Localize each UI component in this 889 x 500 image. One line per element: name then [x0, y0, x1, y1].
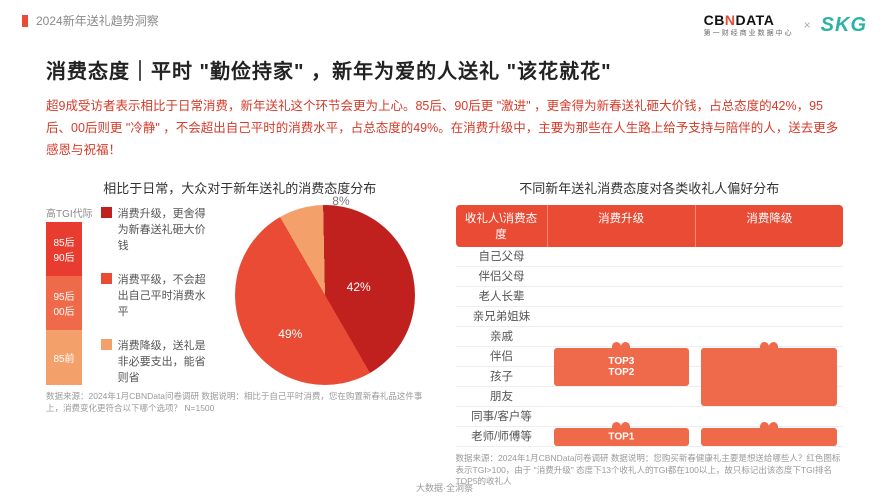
legend-text: 消费平级，不会超出自己平时消费水平 [118, 271, 209, 319]
accent-bar [22, 15, 28, 27]
cell-downgrade [695, 287, 843, 306]
right-panel: 不同新年送礼消费态度对各类收礼人偏好分布 收礼人\消费态度消费升级消费降级自己父… [456, 178, 844, 489]
table-row: 老人长辈 [456, 287, 844, 307]
logo-separator: × [804, 18, 811, 32]
row-label: 同事/客户等 [456, 408, 548, 424]
table-row: 老师/师傅等 TOP1 [456, 427, 844, 447]
gift-label: TOP1 [554, 431, 690, 442]
left-title: 相比于日常，大众对于新年送礼的消费态度分布 [46, 178, 434, 197]
row-label: 亲戚 [456, 328, 548, 344]
legend-swatch [101, 339, 112, 350]
pie-chart: 42%49%8% [217, 205, 434, 385]
footer-tagline: 大数据·全洞察 [0, 481, 889, 494]
intro-paragraph: 超9成受访者表示相比于日常消费，新年送礼这个环节会更为上心。85后、90后更 "… [46, 96, 843, 162]
cell-downgrade [695, 347, 843, 366]
cell-downgrade [695, 367, 843, 386]
table-header-cell: 收礼人\消费态度 [456, 205, 548, 247]
cell-downgrade [695, 247, 843, 266]
pie-slice-label: 42% [347, 280, 371, 294]
cell-upgrade [548, 307, 696, 326]
table-row: 亲戚 [456, 327, 844, 347]
tgi-segment: 85前 [46, 330, 82, 384]
cell-upgrade [548, 387, 696, 406]
logo-skg: SKG [821, 14, 867, 37]
cell-downgrade [695, 267, 843, 286]
table-row: 自己父母 [456, 247, 844, 267]
cell-upgrade [548, 247, 696, 266]
tgi-column: 高TGI代际 85后90后95后00后85前 [46, 205, 93, 385]
legend-item: 消费升级，更舍得为新春送礼砸大价钱 [101, 205, 209, 253]
table-header: 收礼人\消费态度消费升级消费降级 [456, 205, 844, 247]
cell-upgrade [548, 267, 696, 286]
legend-text: 消费降级，送礼是非必要支出，能省则省 [118, 337, 209, 385]
pie-legend: 消费升级，更舍得为新春送礼砸大价钱消费平级，不会超出自己平时消费水平消费降级，送… [101, 205, 209, 385]
cell-upgrade: TOP3 TOP2 [548, 347, 696, 366]
table-row: 伴侣父母 [456, 267, 844, 287]
left-footnote: 数据来源：2024年1月CBNData问卷调研 数据说明：相比于自己平时消费，您… [46, 391, 434, 415]
logos: CBNDATA 第一财经商业数据中心 × SKG [704, 12, 867, 38]
preference-table: 收礼人\消费态度消费升级消费降级自己父母伴侣父母老人长辈亲兄弟姐妹亲戚伴侣TOP… [456, 205, 844, 447]
row-label: 老师/师傅等 [456, 428, 548, 444]
tgi-strip: 85后90后95后00后85前 [46, 222, 82, 385]
tgi-segment: 95后00后 [46, 276, 82, 330]
logo-cbndata-sub: 第一财经商业数据中心 [704, 28, 794, 38]
left-panel: 相比于日常，大众对于新年送礼的消费态度分布 高TGI代际 85后90后95后00… [46, 178, 434, 489]
table-header-cell: 消费升级 [548, 205, 696, 247]
row-label: 孩子 [456, 368, 548, 384]
table-row: 同事/客户等 [456, 407, 844, 427]
cell-downgrade [695, 427, 843, 446]
row-label: 朋友 [456, 388, 548, 404]
row-label: 伴侣 [456, 348, 548, 364]
page-title: 消费态度｜平时 "勤俭持家" ，新年为爱的人送礼 "该花就花" [46, 55, 843, 84]
legend-text: 消费升级，更舍得为新春送礼砸大价钱 [118, 205, 209, 253]
tgi-label: 高TGI代际 [46, 205, 93, 220]
row-label: 自己父母 [456, 248, 548, 264]
breadcrumb: 2024新年送礼趋势洞察 [22, 12, 159, 29]
cell-downgrade [695, 387, 843, 406]
cell-upgrade: TOP1 [548, 427, 696, 446]
logo-cbndata: CBNDATA 第一财经商业数据中心 [704, 12, 794, 38]
legend-item: 消费降级，送礼是非必要支出，能省则省 [101, 337, 209, 385]
row-label: 伴侣父母 [456, 268, 548, 284]
cell-downgrade [695, 307, 843, 326]
right-title: 不同新年送礼消费态度对各类收礼人偏好分布 [456, 178, 844, 197]
legend-swatch [101, 273, 112, 284]
breadcrumb-text: 2024新年送礼趋势洞察 [36, 12, 159, 29]
tgi-segment: 85后90后 [46, 222, 82, 276]
gift-icon: TOP1 [554, 428, 690, 446]
legend-swatch [101, 207, 112, 218]
row-label: 老人长辈 [456, 288, 548, 304]
gift-icon [701, 428, 837, 446]
legend-item: 消费平级，不会超出自己平时消费水平 [101, 271, 209, 319]
table-row: 朋友 [456, 387, 844, 407]
table-row: 孩子 [456, 367, 844, 387]
row-label: 亲兄弟姐妹 [456, 308, 548, 324]
pie-slice-label: 49% [278, 327, 302, 341]
table-row: 伴侣TOP3 TOP2 [456, 347, 844, 367]
table-row: 亲兄弟姐妹 [456, 307, 844, 327]
pie-slice-label: 8% [332, 194, 349, 208]
cell-upgrade [548, 287, 696, 306]
table-header-cell: 消费降级 [696, 205, 843, 247]
cell-upgrade [548, 367, 696, 386]
